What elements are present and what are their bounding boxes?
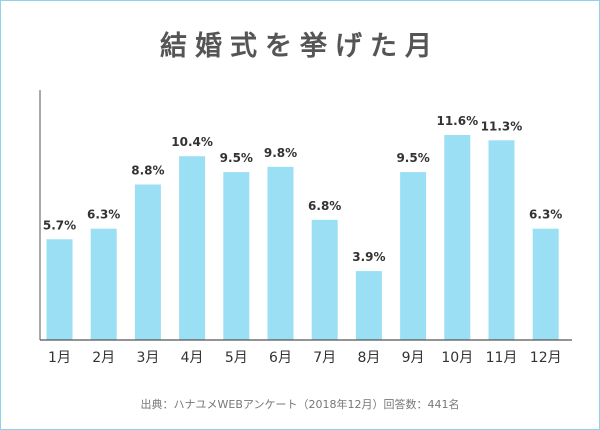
x-tick-label-5: 5月	[225, 350, 248, 366]
bar-6	[267, 166, 294, 340]
data-label-10: 11.6%	[436, 114, 478, 128]
bar-9	[400, 172, 427, 340]
x-tick-label-8: 8月	[357, 350, 380, 366]
bar-4	[179, 156, 206, 340]
bar-5	[223, 172, 250, 340]
chart-title: 結婚式を挙げた月	[160, 31, 440, 62]
x-tick-label-9: 9月	[402, 350, 425, 366]
source-note: 出典：ハナユメWEBアンケート（2018年12月）回答数：441名	[140, 398, 460, 411]
data-label-5: 9.5%	[220, 151, 253, 165]
bar-7	[311, 219, 338, 340]
data-label-6: 9.8%	[264, 146, 297, 160]
data-label-1: 5.7%	[43, 218, 76, 232]
x-tick-label-11: 11月	[486, 350, 518, 366]
data-label-8: 3.9%	[352, 250, 385, 264]
data-label-7: 6.8%	[308, 199, 341, 213]
data-label-12: 6.3%	[529, 208, 562, 222]
x-tick-label-6: 6月	[269, 350, 292, 366]
bar-12	[532, 228, 559, 340]
x-tick-label-2: 2月	[92, 350, 115, 366]
x-tick-label-10: 10月	[441, 350, 473, 366]
bar-11	[488, 140, 515, 340]
x-tick-label-1: 1月	[48, 350, 71, 366]
x-tick-label-3: 3月	[136, 350, 159, 366]
bar-10	[444, 135, 471, 340]
data-label-2: 6.3%	[87, 208, 120, 222]
bar-3	[134, 184, 161, 340]
x-tick-label-4: 4月	[181, 350, 204, 366]
x-tick-label-12: 12月	[530, 350, 562, 366]
bar-1	[46, 239, 73, 340]
data-label-3: 8.8%	[131, 163, 164, 177]
bar-8	[355, 271, 382, 340]
x-tick-label-7: 7月	[313, 350, 336, 366]
bar-2	[90, 228, 117, 340]
data-label-11: 11.3%	[481, 119, 523, 133]
data-label-9: 9.5%	[396, 151, 429, 165]
data-label-4: 10.4%	[171, 135, 213, 149]
